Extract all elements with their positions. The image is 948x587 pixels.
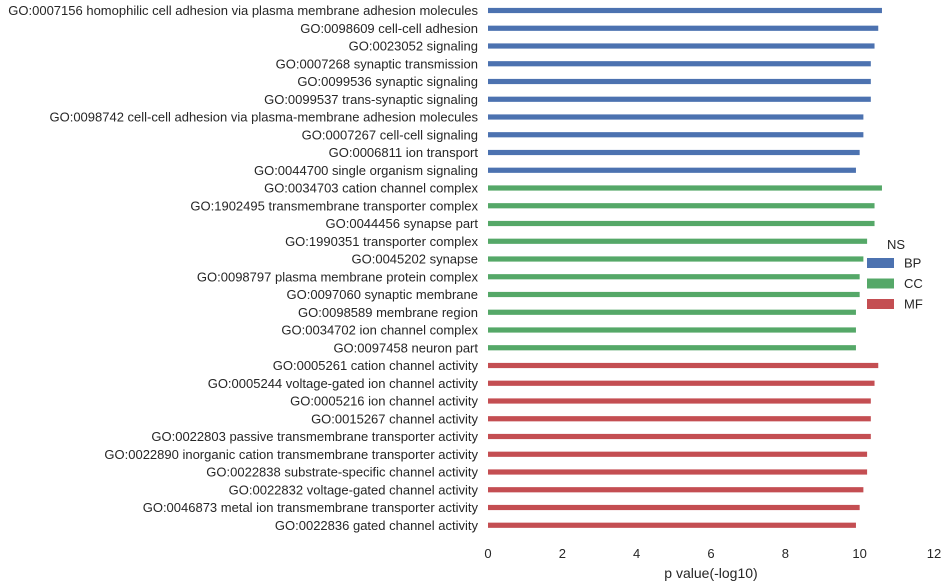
legend-swatch xyxy=(867,278,894,289)
x-tick-label: 4 xyxy=(633,546,640,561)
bar xyxy=(488,149,860,156)
legend-swatch xyxy=(867,299,894,309)
bar xyxy=(488,114,864,120)
x-tick-label: 6 xyxy=(707,546,714,561)
category-label: GO:1902495 transmembrane transporter com… xyxy=(190,198,478,213)
bar xyxy=(488,469,868,475)
bar xyxy=(488,25,879,31)
category-label: GO:0099536 synaptic signaling xyxy=(297,74,478,89)
bar xyxy=(488,398,871,404)
legend-swatch xyxy=(867,258,894,268)
bar xyxy=(488,522,856,528)
bar xyxy=(488,380,875,386)
category-label: GO:0005216 ion channel activity xyxy=(290,394,478,409)
category-label: GO:0006811 ion transport xyxy=(329,145,479,160)
x-axis-label: p value(-log10) xyxy=(664,565,757,581)
category-label: GO:0022803 passive transmembrane transpo… xyxy=(151,429,478,444)
x-tick-label: 12 xyxy=(927,546,941,561)
bar xyxy=(488,43,875,49)
bar xyxy=(488,416,871,422)
category-label: GO:0045202 synapse xyxy=(352,252,478,267)
category-label: GO:0022890 inorganic cation transmembran… xyxy=(104,447,478,462)
category-label: GO:0022832 voltage-gated channel activit… xyxy=(229,482,479,497)
legend: NS BP CC MF xyxy=(867,237,923,312)
bar xyxy=(488,185,882,191)
bar xyxy=(488,274,860,280)
bar xyxy=(488,96,871,102)
category-label: GO:0023052 signaling xyxy=(349,39,478,54)
bar xyxy=(488,345,856,351)
bar xyxy=(488,220,875,227)
x-tick-label: 0 xyxy=(484,546,491,561)
category-label: GO:0098742 cell-cell adhesion via plasma… xyxy=(49,110,478,125)
bar xyxy=(488,291,860,298)
x-tick-label: 8 xyxy=(782,546,789,561)
legend-label: CC xyxy=(904,276,923,291)
category-label: GO:0097060 synaptic membrane xyxy=(287,287,479,302)
bar xyxy=(488,327,856,333)
bar xyxy=(488,132,864,138)
x-tick-label: 10 xyxy=(852,546,866,561)
category-label: GO:0034702 ion channel complex xyxy=(281,323,478,338)
bar xyxy=(488,309,856,315)
category-label: GO:0022838 substrate-specific channel ac… xyxy=(206,465,478,480)
bar xyxy=(488,433,871,440)
category-label: GO:0097458 neuron part xyxy=(333,340,478,355)
category-label: GO:0034703 cation channel complex xyxy=(264,181,478,196)
bar xyxy=(488,504,860,511)
category-labels: GO:0007156 homophilic cell adhesion via … xyxy=(8,3,478,533)
category-label: GO:0022836 gated channel activity xyxy=(275,518,479,533)
bar xyxy=(488,61,871,67)
category-label: GO:0005244 voltage-gated ion channel act… xyxy=(208,376,479,391)
bar xyxy=(488,203,875,209)
category-label: GO:0099537 trans-synaptic signaling xyxy=(264,92,478,107)
category-label: GO:0046873 metal ion transmembrane trans… xyxy=(143,500,479,515)
legend-label: BP xyxy=(904,256,921,271)
category-label: GO:0007268 synaptic transmission xyxy=(276,56,478,71)
category-label: GO:0015267 channel activity xyxy=(311,411,478,426)
x-tick-label: 2 xyxy=(559,546,566,561)
category-label: GO:0007267 cell-cell signaling xyxy=(302,127,478,142)
bar xyxy=(488,238,868,244)
bar xyxy=(488,167,856,173)
legend-label: MF xyxy=(904,297,923,312)
bar xyxy=(488,7,882,14)
category-label: GO:0098797 plasma membrane protein compl… xyxy=(197,269,479,284)
category-label: GO:0007156 homophilic cell adhesion via … xyxy=(8,3,478,18)
bar xyxy=(488,451,868,457)
category-label: GO:0005261 cation channel activity xyxy=(273,358,479,373)
category-label: GO:1990351 transporter complex xyxy=(285,234,478,249)
legend-title: NS xyxy=(887,237,905,252)
bar xyxy=(488,78,871,85)
category-label: GO:0044456 synapse part xyxy=(326,216,479,231)
bars xyxy=(488,7,882,528)
bar xyxy=(488,362,879,369)
x-axis: 0 2 4 6 8 10 12 xyxy=(484,546,941,561)
bar xyxy=(488,256,864,262)
category-label: GO:0098589 membrane region xyxy=(298,305,478,320)
category-label: GO:0098609 cell-cell adhesion xyxy=(300,21,478,36)
bar xyxy=(488,487,864,493)
category-label: GO:0044700 single organism signaling xyxy=(254,163,478,178)
